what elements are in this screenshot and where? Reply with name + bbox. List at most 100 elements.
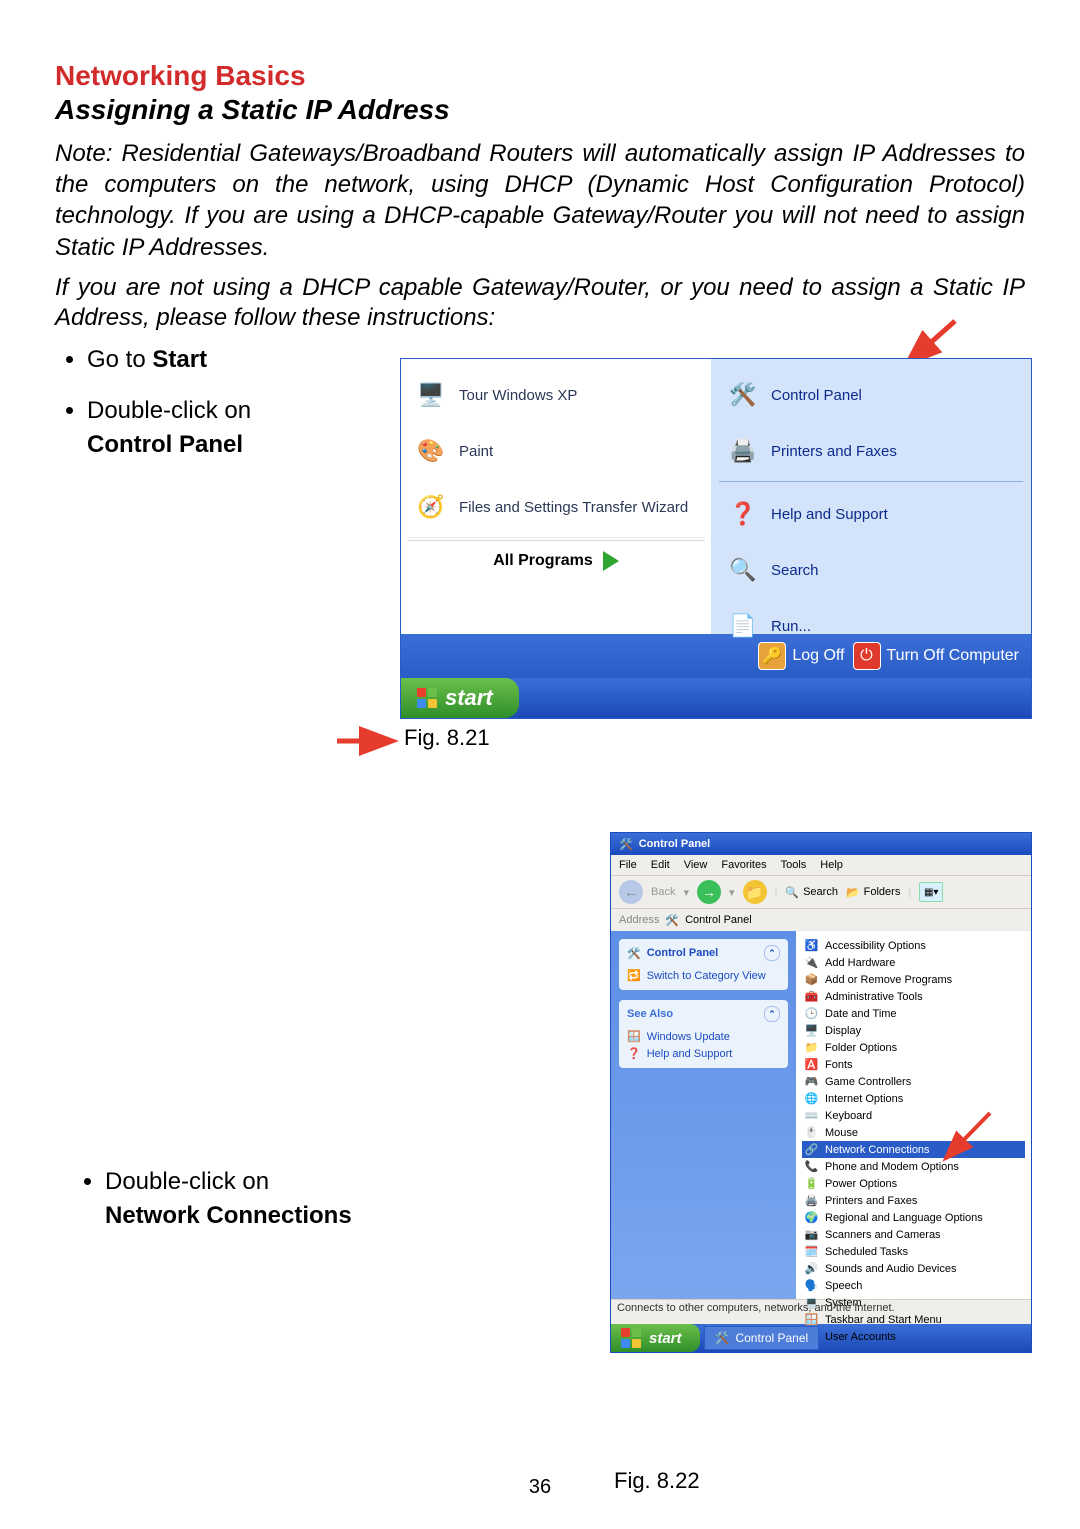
control-panel-item[interactable]: 🅰️Fonts xyxy=(802,1056,1025,1073)
page-number: 36 xyxy=(0,1476,1080,1499)
item-label: Phone and Modem Options xyxy=(825,1161,959,1173)
control-panel-item[interactable]: 🌐Internet Options xyxy=(802,1090,1025,1107)
start-menu-item[interactable]: 🛠️Control Panel xyxy=(719,367,1023,423)
control-panel-item[interactable]: 🔋Power Options xyxy=(802,1175,1025,1192)
instruction-bold: Start xyxy=(152,346,207,373)
menu-item[interactable]: Edit xyxy=(651,859,670,871)
folders-icon: 📂 xyxy=(846,886,860,899)
item-label: Power Options xyxy=(825,1178,897,1190)
windows-flag-icon xyxy=(417,688,437,708)
turn-off-label: Turn Off Computer xyxy=(887,647,1020,665)
start-menu-item[interactable]: 🧭Files and Settings Transfer Wizard xyxy=(407,479,705,535)
control-panel-item[interactable]: ♿Accessibility Options xyxy=(802,937,1025,954)
switch-view-link[interactable]: 🔁 Switch to Category View xyxy=(627,967,780,984)
up-button[interactable]: 📁 xyxy=(743,880,767,904)
control-panel-item[interactable]: 📷Scanners and Cameras xyxy=(802,1226,1025,1243)
menu-item[interactable]: Favorites xyxy=(721,859,766,871)
control-panel-item[interactable]: 🔊Sounds and Audio Devices xyxy=(802,1260,1025,1277)
search-button[interactable]: 🔍 Search xyxy=(785,886,838,899)
item-label: Paint xyxy=(459,443,493,460)
views-button[interactable]: ▦▾ xyxy=(919,882,943,902)
program-icon: 🎨 xyxy=(413,433,449,469)
item-icon: 📁 xyxy=(804,1040,819,1055)
arrow-to-start-icon xyxy=(335,731,395,751)
all-programs-label: All Programs xyxy=(493,552,593,570)
menu-item[interactable]: Help xyxy=(820,859,843,871)
turn-off-button[interactable]: ⏻ Turn Off Computer xyxy=(853,642,1020,670)
sub-heading: Assigning a Static IP Address xyxy=(55,94,1025,126)
control-panel-item[interactable]: 🖥️Display xyxy=(802,1022,1025,1039)
menu-item[interactable]: File xyxy=(619,859,637,871)
item-label: Printers and Faxes xyxy=(771,443,897,460)
item-icon: 🔊 xyxy=(804,1261,819,1276)
start-menu-item[interactable]: 🎨 Paint xyxy=(407,423,705,479)
control-panel-item[interactable]: 📦Add or Remove Programs xyxy=(802,971,1025,988)
item-icon: 🗣️ xyxy=(804,1278,819,1293)
item-icon: 🪟 xyxy=(804,1312,819,1327)
item-icon: 🌐 xyxy=(804,1091,819,1106)
instruction-item-3: Double-click on Network Connections xyxy=(105,1165,465,1232)
control-panel-item[interactable]: 🖨️Printers and Faxes xyxy=(802,1192,1025,1209)
taskbar-item[interactable]: 🛠️ Control Panel xyxy=(704,1326,820,1350)
item-icon: 🖱️ xyxy=(804,1125,819,1140)
item-label: Search xyxy=(771,562,819,579)
start-button[interactable]: start xyxy=(401,678,519,718)
item-label: Display xyxy=(825,1025,861,1037)
folders-button[interactable]: 📂 Folders xyxy=(846,886,900,899)
item-label: Network Connections xyxy=(825,1144,930,1156)
back-button[interactable]: ← xyxy=(619,880,643,904)
control-panel-item[interactable]: 📁Folder Options xyxy=(802,1039,1025,1056)
link-icon: 🪟 xyxy=(627,1030,641,1043)
toolbar[interactable]: ← Back ▾ → ▾ 📁 | 🔍 Search 📂 Folders | ▦▾ xyxy=(611,875,1031,908)
control-panel-item[interactable]: 🗣️Speech xyxy=(802,1277,1025,1294)
program-icon: 📄 xyxy=(725,608,761,644)
menu-bar[interactable]: File Edit View Favorites Tools Help xyxy=(611,855,1031,875)
link-label: Windows Update xyxy=(647,1031,730,1043)
forward-button[interactable]: → xyxy=(697,880,721,904)
start-menu-item[interactable]: ❓Help and Support xyxy=(719,486,1023,542)
side-link[interactable]: 🪟 Windows Update xyxy=(627,1028,780,1045)
side-panel: 🛠️ Control Panel ⌃ 🔁 Switch to Category … xyxy=(611,931,796,1299)
side-panel-header[interactable]: 🛠️ Control Panel ⌃ xyxy=(627,945,780,961)
collapse-icon[interactable]: ⌃ xyxy=(764,945,780,961)
item-label: Mouse xyxy=(825,1127,858,1139)
control-panel-item[interactable]: 🗓️Scheduled Tasks xyxy=(802,1243,1025,1260)
side-link[interactable]: ❓Help and Support xyxy=(627,1045,780,1062)
instruction-bold: Network Connections xyxy=(105,1202,352,1229)
control-panel-item[interactable]: 👥User Accounts xyxy=(802,1328,1025,1345)
item-label: Game Controllers xyxy=(825,1076,911,1088)
start-menu-item[interactable]: 🖥️Tour Windows XP xyxy=(407,367,705,423)
start-menu-item[interactable]: 🔍Search xyxy=(719,542,1023,598)
collapse-icon[interactable]: ⌃ xyxy=(764,1006,780,1022)
window-title: Control Panel xyxy=(639,838,711,850)
windows-flag-icon xyxy=(621,1328,641,1348)
menu-item[interactable]: View xyxy=(684,859,708,871)
start-label: start xyxy=(649,1330,682,1347)
item-label: Administrative Tools xyxy=(825,991,923,1003)
link-icon: ❓ xyxy=(627,1047,641,1060)
control-panel-item[interactable]: 🔌Add Hardware xyxy=(802,954,1025,971)
control-panel-item[interactable]: 🧰Administrative Tools xyxy=(802,988,1025,1005)
item-icon: 📷 xyxy=(804,1227,819,1242)
log-off-button[interactable]: 🔑 Log Off xyxy=(758,642,844,670)
control-panel-item[interactable]: 🎮Game Controllers xyxy=(802,1073,1025,1090)
item-label: Scheduled Tasks xyxy=(825,1246,908,1258)
control-panel-item[interactable]: 🕒Date and Time xyxy=(802,1005,1025,1022)
side-panel-title: Control Panel xyxy=(647,947,719,959)
item-icon: 🕒 xyxy=(804,1006,819,1021)
program-icon: ❓ xyxy=(725,496,761,532)
control-panel-item[interactable]: 🌍Regional and Language Options xyxy=(802,1209,1025,1226)
all-programs-button[interactable]: All Programs xyxy=(407,540,705,581)
control-panel-window: 🛠️ Control Panel File Edit View Favorites To… xyxy=(610,832,1032,1353)
see-also-header[interactable]: See Also ⌃ xyxy=(627,1006,780,1022)
control-panel-list[interactable]: ♿Accessibility Options🔌Add Hardware📦Add … xyxy=(796,931,1031,1299)
item-icon: 🅰️ xyxy=(804,1057,819,1072)
start-button[interactable]: start xyxy=(611,1324,700,1352)
address-bar[interactable]: Address 🛠️ Control Panel xyxy=(611,908,1031,931)
menu-item[interactable]: Tools xyxy=(781,859,807,871)
see-also-label: See Also xyxy=(627,1008,673,1020)
back-label: Back xyxy=(651,886,675,898)
start-menu-item[interactable]: 🖨️Printers and Faxes xyxy=(719,423,1023,479)
program-icon: 🖥️ xyxy=(413,377,449,413)
instruction-bold: Control Panel xyxy=(87,431,243,458)
